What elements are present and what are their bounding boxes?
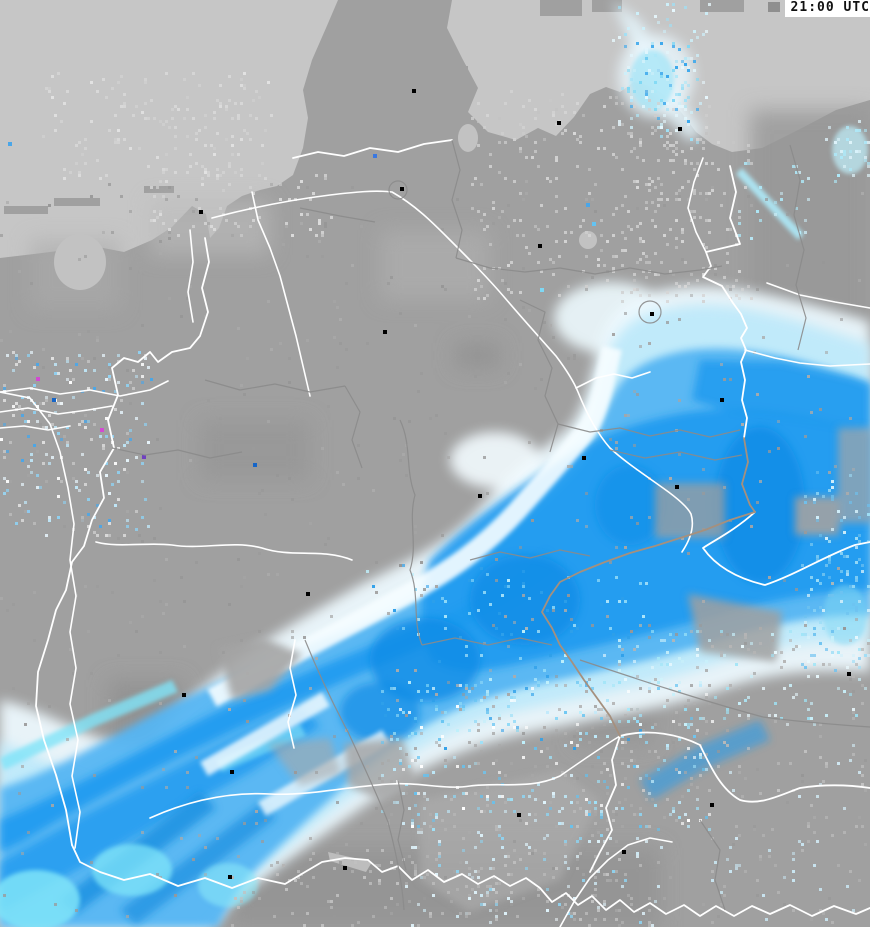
river-layer <box>0 157 870 927</box>
city-dot <box>478 494 482 498</box>
timestamp-badge: 21:00 UTC <box>784 0 870 17</box>
city-dot <box>710 803 714 807</box>
city-dot <box>306 592 310 596</box>
city-dot <box>622 850 626 854</box>
city-dot <box>400 187 404 191</box>
city-dot <box>538 244 542 248</box>
city-dot <box>557 121 561 125</box>
city-dot <box>720 398 724 402</box>
city-dot <box>182 693 186 697</box>
special-border-layer <box>541 437 756 737</box>
city-dot <box>650 312 654 316</box>
city-dot <box>678 127 682 131</box>
city-dot <box>675 485 679 489</box>
city-dot <box>517 813 521 817</box>
city-dot <box>343 866 347 870</box>
precip-speckle-layer <box>0 3 870 927</box>
city-dot <box>199 210 203 214</box>
city-dot <box>228 875 232 879</box>
city-dot <box>847 672 851 676</box>
city-dot <box>230 770 234 774</box>
city-dot <box>383 330 387 334</box>
city-dot <box>582 456 586 460</box>
city-dots-layer <box>182 89 851 879</box>
city-dot <box>412 89 416 93</box>
lakes <box>54 124 597 872</box>
state-border-layer <box>111 139 870 911</box>
